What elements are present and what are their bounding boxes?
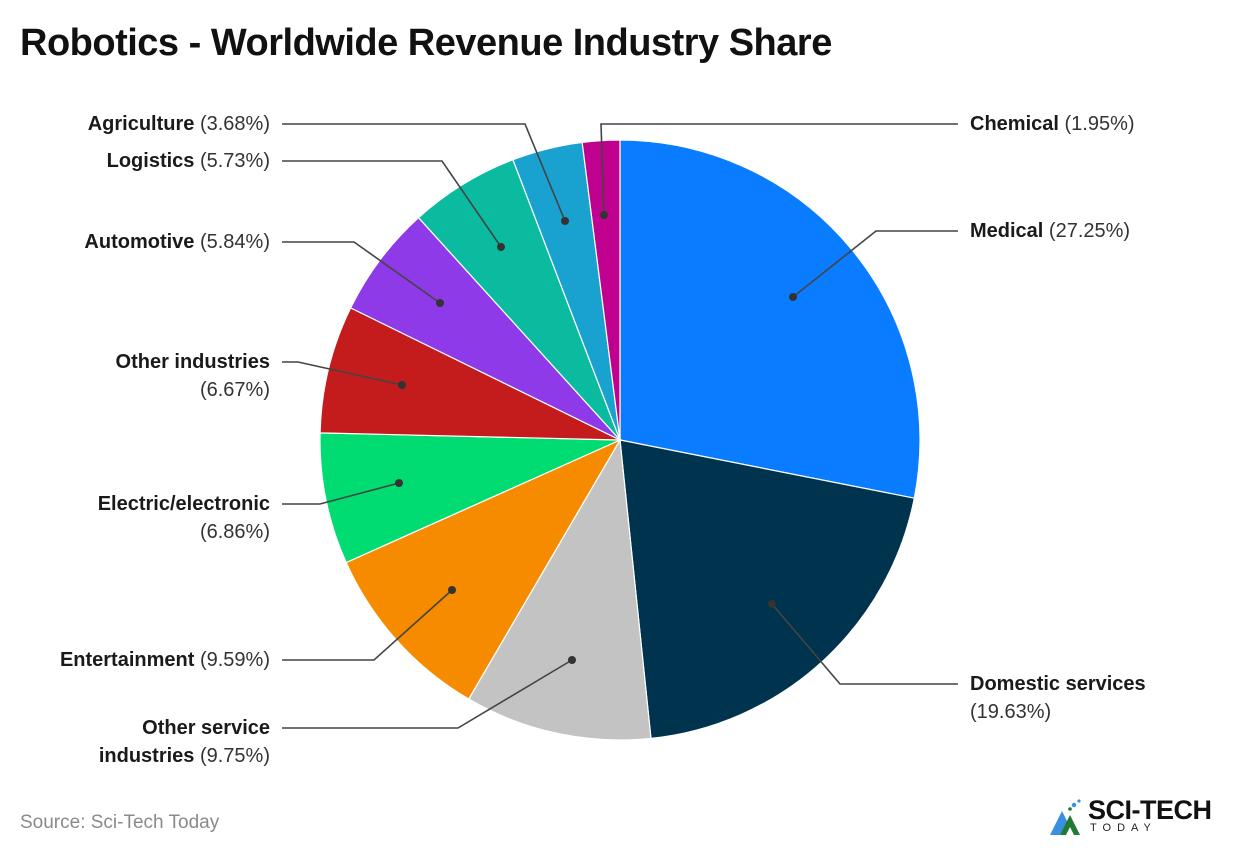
leader-line [282,589,453,661]
leader-dot [768,600,776,608]
leader-dot [497,243,505,251]
source-note: Source: Sci-Tech Today [20,812,220,833]
leader-line [282,659,573,729]
leader-lines [282,123,958,729]
pie-slice-other-service-industries [467,438,652,741]
label-other-industries: Other industries (6.67%) [115,351,270,401]
leader-dot [600,211,608,219]
leader-line [282,123,566,222]
leader-dot [436,299,444,307]
label-other-service-industries: Other service industries (9.75%) [98,717,270,767]
label-medical: Medical (27.25%) [970,220,1131,242]
label-electric-electronic: Electric/electronic (6.86%) [97,493,270,543]
pie-slice-domestic-services [619,439,916,740]
leader-dot [395,479,403,487]
leader-dot [448,586,456,594]
pie-slices [319,139,921,741]
label-automotive: Automotive (5.84%) [84,231,270,253]
chart-title: Robotics - Worldwide Revenue Industry Sh… [20,22,832,64]
leader-line [282,241,441,304]
leader-dot [568,656,576,664]
label-domestic-services: Domestic services (19.63%) [970,673,1146,723]
leader-line [282,160,502,248]
logo-sub-text: TODAY [1090,822,1157,834]
leader-line [771,603,958,685]
leader-dot [561,217,569,225]
leader-line [282,482,400,505]
leader-line [282,361,403,386]
leader-line [600,123,958,216]
label-logistics: Logistics (5.73%) [106,150,270,172]
label-agriculture: Agriculture (3.68%) [87,113,270,135]
leader-dot [789,293,797,301]
sci-tech-today-logo: SCI-TECH TODAY [1046,795,1226,840]
leader-dot [398,381,406,389]
label-chemical: Chemical (1.95%) [970,113,1135,135]
pie-slice-medical [619,139,921,499]
logo-mark-icon [1050,799,1081,835]
label-entertainment: Entertainment (9.59%) [59,649,270,671]
leader-line [792,230,958,298]
pie-slice-electric-electronic [319,432,621,564]
logo-main-text: SCI-TECH [1088,795,1212,825]
